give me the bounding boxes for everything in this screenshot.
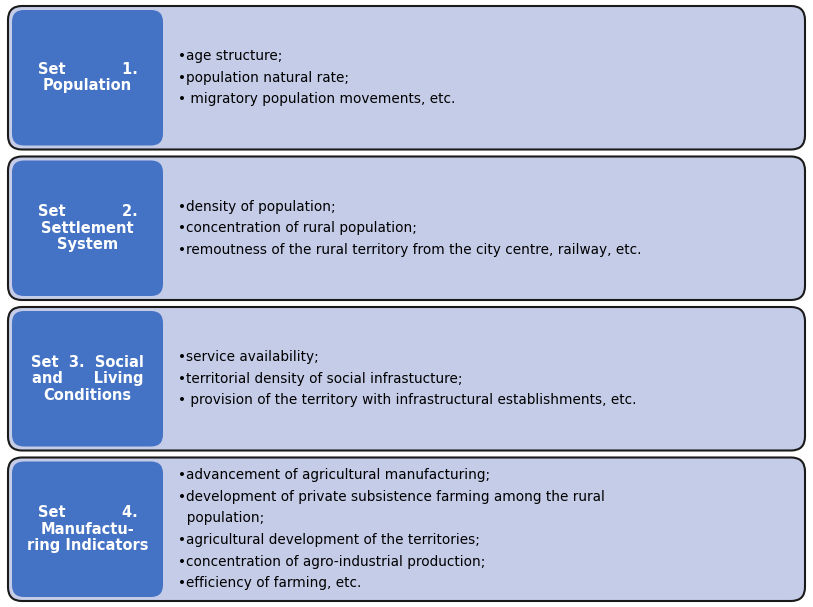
FancyBboxPatch shape (12, 311, 163, 447)
Text: Set  3.  Social: Set 3. Social (31, 355, 144, 370)
FancyBboxPatch shape (8, 307, 805, 450)
FancyBboxPatch shape (12, 10, 163, 146)
Text: Population: Population (43, 78, 132, 93)
FancyBboxPatch shape (8, 157, 805, 300)
Text: System: System (57, 237, 118, 252)
FancyBboxPatch shape (12, 461, 163, 597)
Text: Set           4.: Set 4. (37, 506, 137, 520)
Text: and      Living: and Living (32, 371, 143, 386)
Text: Set           1.: Set 1. (37, 62, 137, 77)
Text: Manufactu-: Manufactu- (41, 522, 134, 537)
Text: Settlement: Settlement (41, 221, 134, 236)
Text: •service availability;
•territorial density of social infrastucture;
• provision: •service availability; •territorial dens… (178, 350, 637, 407)
FancyBboxPatch shape (8, 458, 805, 601)
FancyBboxPatch shape (8, 6, 805, 149)
Text: Conditions: Conditions (43, 387, 132, 402)
Text: •age structure;
•population natural rate;
• migratory population movements, etc.: •age structure; •population natural rate… (178, 49, 455, 106)
Text: Set           2.: Set 2. (37, 205, 137, 220)
Text: •advancement of agricultural manufacturing;
•development of private subsistence : •advancement of agricultural manufacturi… (178, 468, 605, 591)
Text: ring Indicators: ring Indicators (27, 538, 148, 553)
FancyBboxPatch shape (12, 160, 163, 296)
Text: •density of population;
•concentration of rural population;
•remoutness of the r: •density of population; •concentration o… (178, 200, 641, 257)
